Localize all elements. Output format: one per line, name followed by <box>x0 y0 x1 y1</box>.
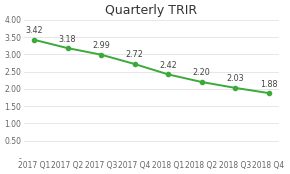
Text: 2.72: 2.72 <box>126 50 144 60</box>
Text: 2.99: 2.99 <box>92 41 110 50</box>
Text: 3.18: 3.18 <box>59 35 76 44</box>
Text: 1.88: 1.88 <box>260 80 277 89</box>
Title: Quarterly TRIR: Quarterly TRIR <box>105 4 197 17</box>
Text: 2.20: 2.20 <box>193 69 210 77</box>
Text: 2.03: 2.03 <box>226 74 244 83</box>
Text: 3.42: 3.42 <box>25 26 43 35</box>
Text: 2.42: 2.42 <box>159 61 177 70</box>
